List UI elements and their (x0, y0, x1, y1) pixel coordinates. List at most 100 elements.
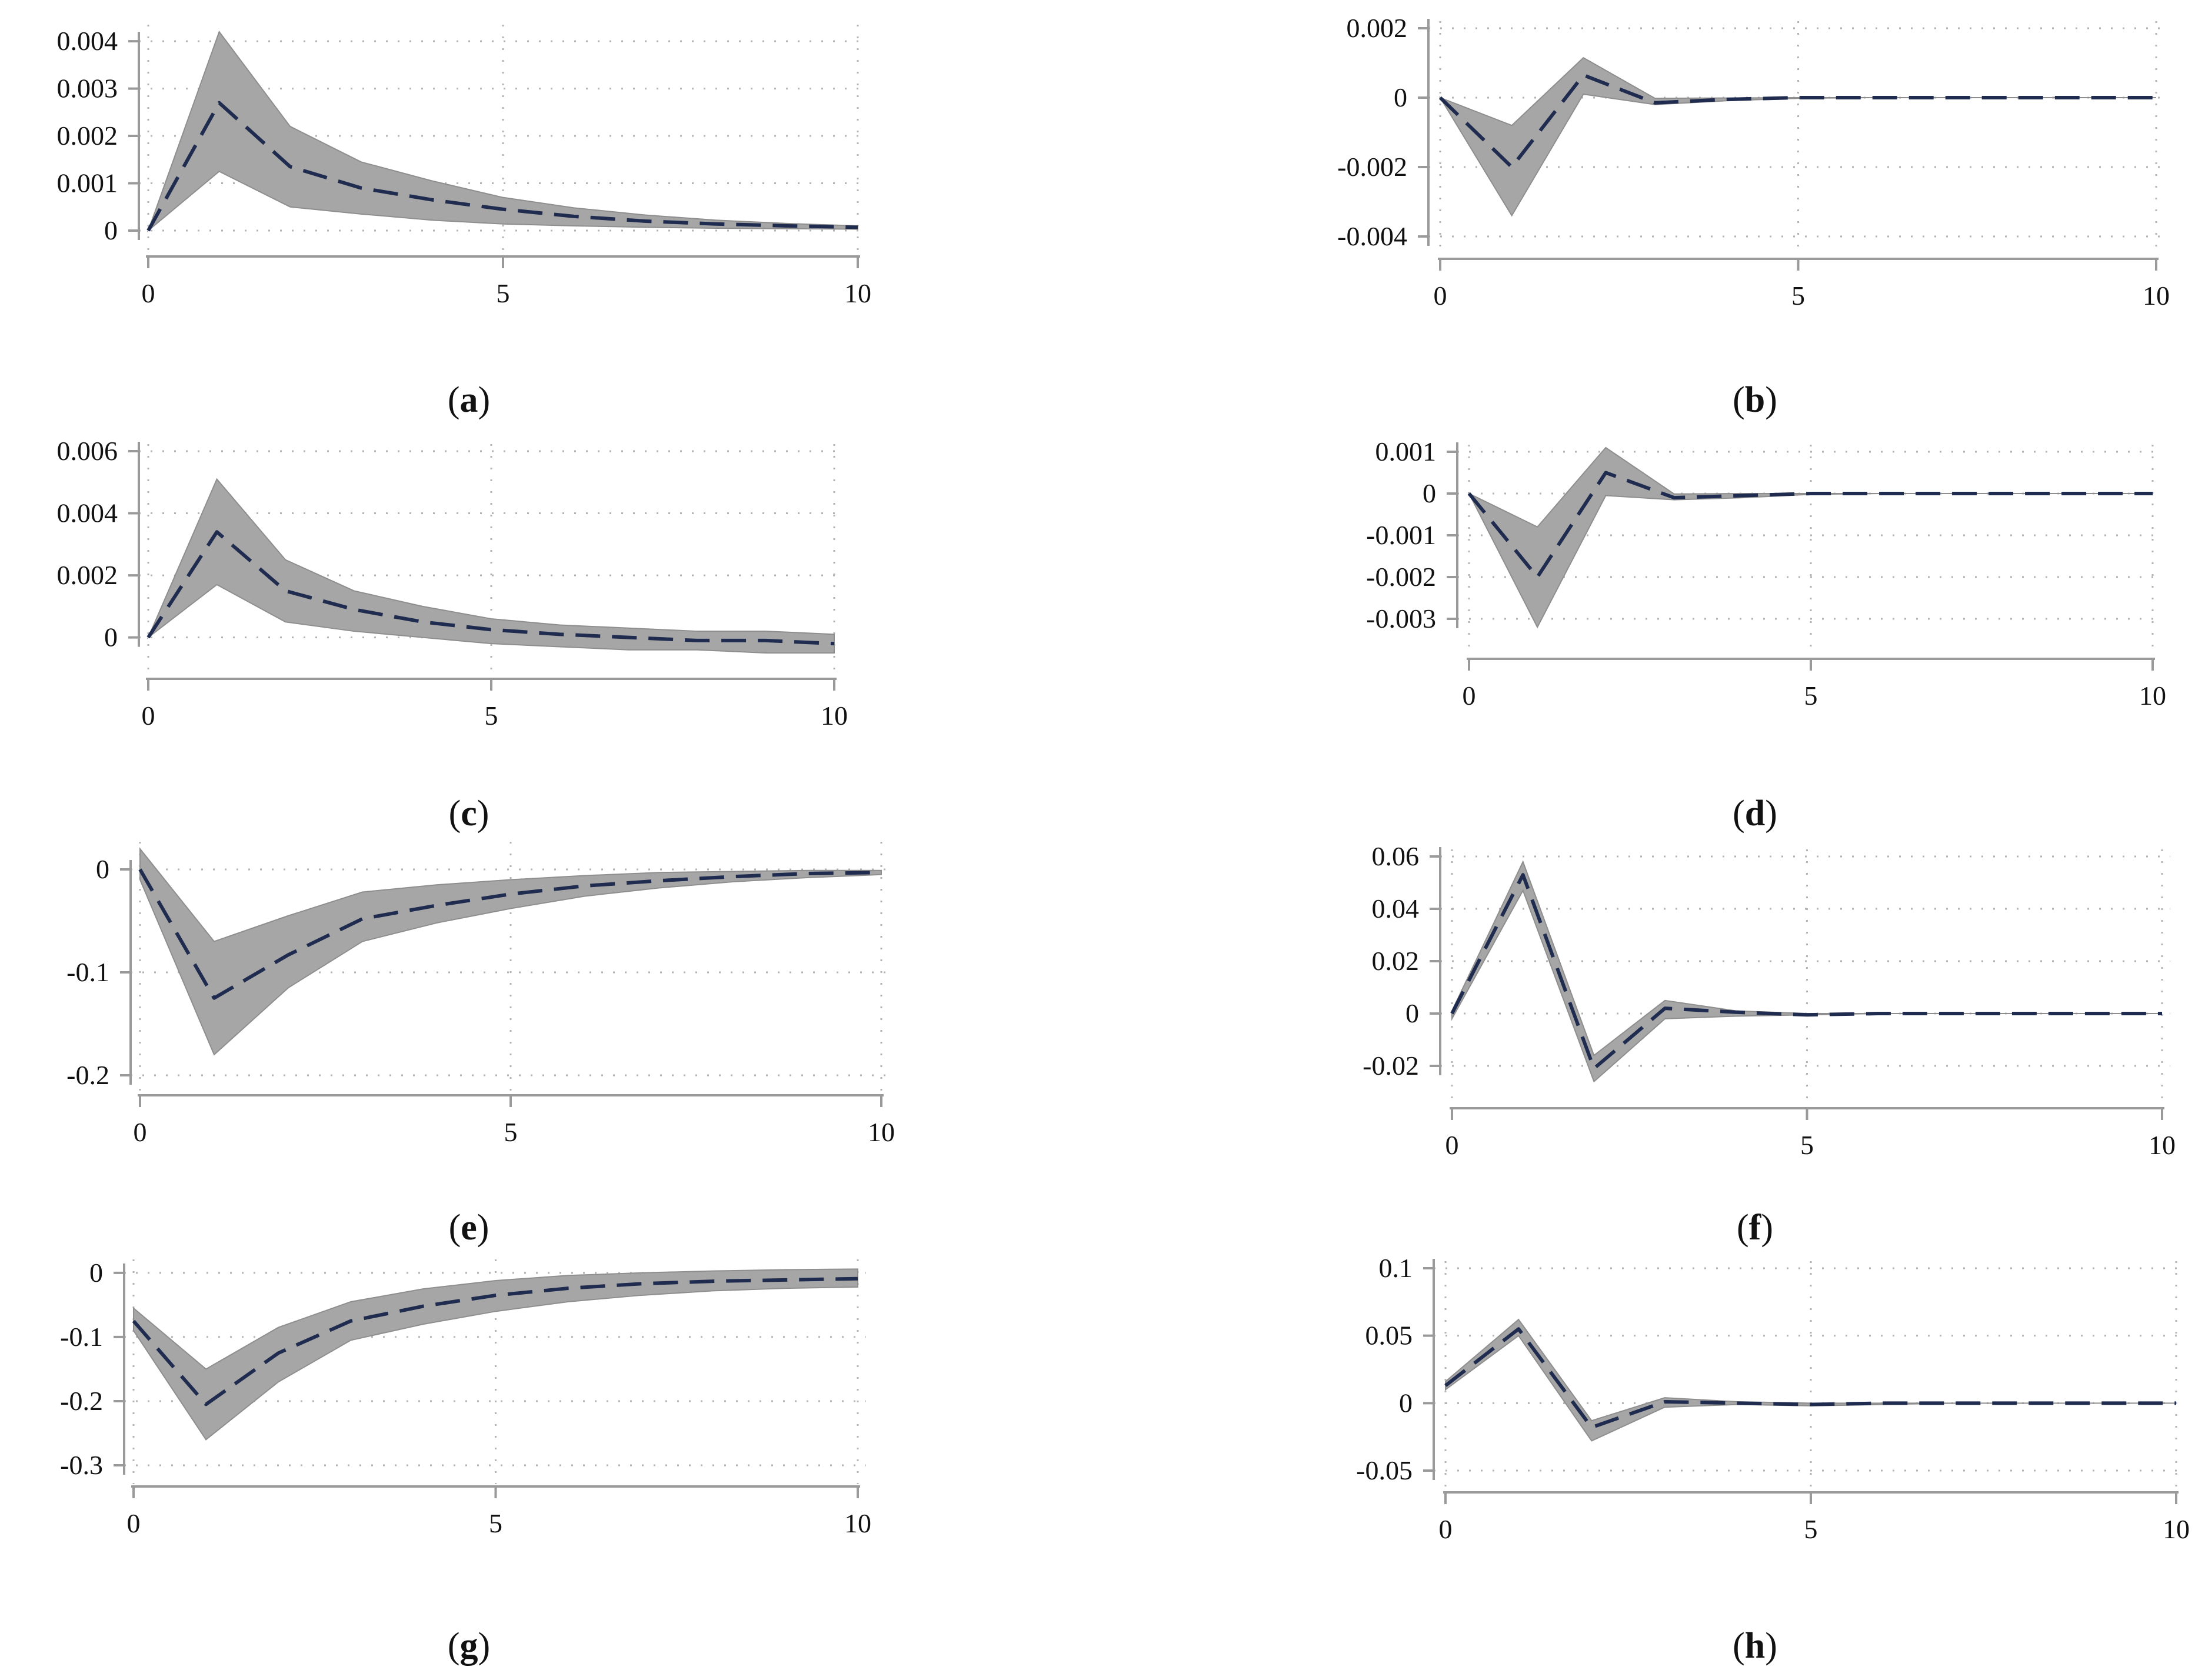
panel-caption-h: (h) (1733, 1626, 1777, 1666)
confidence-band-b (1438, 56, 2156, 217)
x-tick-label: 0 (134, 1117, 147, 1147)
y-axis-h: -0.05 0 0.05 0.1 (1356, 1253, 1435, 1485)
x-tick-label: 0 (142, 278, 155, 308)
y-tick-label: -0.002 (1366, 562, 1436, 592)
y-axis-b: -0.004 -0.002 0 0.002 (1337, 13, 1430, 251)
y-axis-c: 0 0.002 0.004 0.006 (57, 436, 140, 652)
panel-caption-f: (f) (1737, 1208, 1773, 1248)
y-tick-label: 0 (1405, 998, 1419, 1028)
panel-caption-e: (e) (449, 1208, 489, 1248)
confidence-band-d (1467, 446, 2153, 629)
x-tick-label: 10 (2139, 681, 2166, 711)
irf-line-f (1450, 873, 2162, 1071)
grid-f (1440, 849, 2170, 1106)
confidence-band-a (146, 30, 858, 233)
x-tick-label: 0 (127, 1508, 141, 1538)
chart-panel-b: -0.004 -0.002 0 0.002 0 5 10 (b) (1337, 13, 2170, 420)
y-tick-label: 0.02 (1372, 946, 1420, 976)
y-tick-label: 0.004 (57, 26, 118, 56)
y-tick-label: 0 (89, 1258, 103, 1288)
panel-caption-d: (d) (1733, 794, 1777, 834)
y-tick-label: 0 (1394, 82, 1407, 112)
x-tick-label: 10 (868, 1117, 895, 1147)
y-tick-label: 0.001 (57, 168, 118, 198)
y-tick-label: 0 (1399, 1388, 1413, 1418)
x-tick-label: 5 (497, 278, 510, 308)
x-tick-label: 0 (1445, 1130, 1459, 1160)
y-tick-label: -0.3 (60, 1450, 103, 1480)
x-tick-label: 10 (2163, 1514, 2190, 1544)
y-tick-label: -0.05 (1356, 1455, 1413, 1485)
chart-panel-h: -0.05 0 0.05 0.1 0 5 10 (h) (1356, 1253, 2190, 1666)
y-tick-label: 0.004 (57, 498, 118, 528)
y-tick-label: 0.006 (57, 436, 118, 466)
irf-line-b (1438, 73, 2156, 169)
x-tick-label: 5 (485, 701, 498, 731)
x-tick-label: 10 (821, 701, 848, 731)
y-tick-label: 0.1 (1379, 1253, 1413, 1283)
irf-line-g (132, 1276, 858, 1406)
chart-panel-f: -0.02 0 0.02 0.04 0.06 0 5 10 (f) (1363, 841, 2176, 1248)
confidence-band-e (139, 847, 882, 1056)
chart-panel-g: -0.3 -0.2 -0.1 0 0 5 10 (g) (60, 1258, 871, 1666)
y-tick-label: 0.05 (1365, 1321, 1413, 1351)
y-tick-label: 0 (104, 622, 118, 652)
x-tick-label: 10 (2143, 281, 2170, 311)
y-axis-g: -0.3 -0.2 -0.1 0 (60, 1258, 125, 1480)
grid-d (1457, 445, 2161, 656)
y-tick-label: -0.004 (1337, 221, 1407, 251)
y-tick-label: -0.002 (1337, 152, 1407, 182)
irf-line-c (146, 530, 835, 646)
y-tick-label: -0.1 (60, 1322, 103, 1352)
y-axis-d: -0.003 -0.002 -0.001 0 0.001 (1366, 436, 1458, 634)
x-tick-label: 5 (1791, 281, 1805, 311)
x-axis-e: 0 5 10 (134, 1094, 895, 1147)
confidence-band-c (146, 478, 835, 654)
x-tick-label: 10 (844, 1508, 871, 1538)
chart-panel-c: 0 0.002 0.004 0.006 0 5 10 (c) (57, 436, 848, 834)
x-axis-h: 0 5 10 (1439, 1491, 2190, 1544)
irf-line-h (1444, 1327, 2176, 1429)
irf-line-d (1467, 471, 2153, 579)
y-tick-label: -0.02 (1363, 1051, 1419, 1081)
x-tick-label: 5 (1804, 1514, 1818, 1544)
y-tick-label: 0.001 (1375, 436, 1437, 466)
x-tick-label: 5 (489, 1508, 502, 1538)
x-tick-label: 5 (1804, 681, 1818, 711)
x-tick-label: 10 (844, 278, 871, 308)
y-tick-label: 0 (104, 215, 118, 245)
y-tick-label: 0.002 (1347, 13, 1408, 43)
irf-line-a (146, 101, 858, 232)
panel-caption-g: (g) (448, 1626, 490, 1666)
y-axis-a: 0 0.001 0.002 0.003 0.004 (57, 26, 140, 245)
x-tick-label: 0 (142, 701, 155, 731)
y-tick-label: -0.1 (66, 957, 109, 987)
x-tick-label: 5 (504, 1117, 518, 1147)
y-tick-label: 0.003 (57, 74, 118, 104)
panel-caption-a: (a) (448, 380, 490, 420)
irf-line-e (138, 868, 882, 1000)
y-tick-label: -0.003 (1366, 604, 1436, 634)
x-axis-c: 0 5 10 (142, 678, 848, 731)
x-tick-label: 0 (1439, 1514, 1453, 1544)
y-tick-label: 0 (96, 854, 109, 884)
y-tick-label: 0.002 (57, 560, 118, 590)
y-axis-e: -0.2 -0.1 0 (66, 854, 132, 1090)
panel-caption-c: (c) (449, 794, 489, 834)
x-tick-label: 0 (1463, 681, 1476, 711)
y-axis-f: -0.02 0 0.02 0.04 0.06 (1363, 841, 1441, 1081)
y-tick-label: 0.002 (57, 121, 118, 151)
chart-panel-a: 0 0.001 0.002 0.003 0.004 0 5 10 (a) (57, 25, 871, 420)
x-axis-g: 0 5 10 (127, 1485, 871, 1538)
x-tick-label: 5 (1800, 1130, 1814, 1160)
y-tick-label: 0.04 (1372, 894, 1420, 924)
y-tick-label: -0.001 (1366, 520, 1436, 550)
y-tick-label: -0.2 (66, 1060, 109, 1090)
x-axis-f: 0 5 10 (1445, 1107, 2176, 1160)
chart-panel-e: -0.2 -0.1 0 0 5 10 (e) (66, 842, 895, 1248)
x-axis-b: 0 5 10 (1434, 258, 2170, 311)
chart-panel-d: -0.003 -0.002 -0.001 0 0.001 0 5 10 (d) (1366, 436, 2166, 834)
x-tick-label: 10 (2149, 1130, 2176, 1160)
x-axis-a: 0 5 10 (142, 255, 871, 308)
